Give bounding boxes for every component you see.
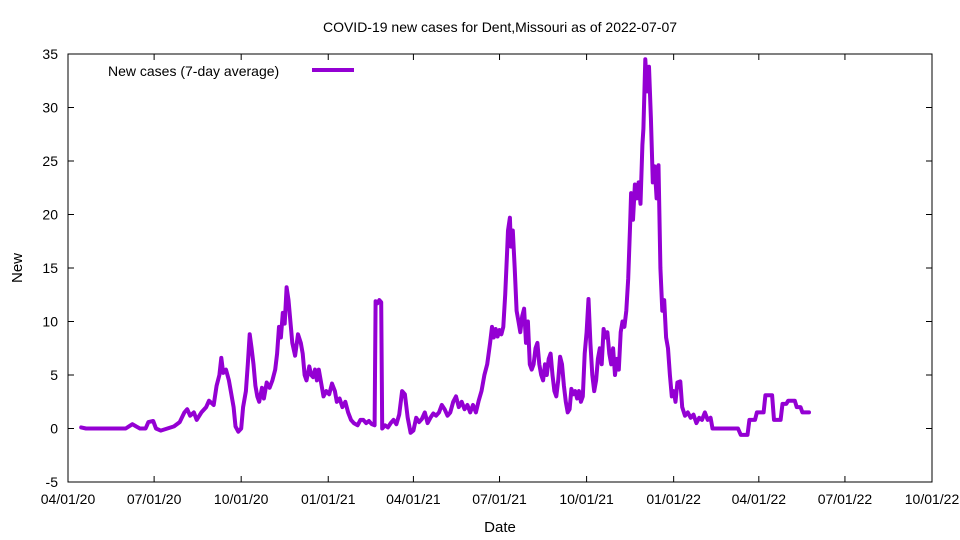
chart-title: COVID-19 new cases for Dent,Missouri as … (323, 19, 677, 35)
plot-frame (67, 53, 933, 483)
x-tick-label: 10/01/20 (214, 491, 269, 507)
x-tick-label: 04/01/21 (386, 491, 441, 507)
y-tick-label: 35 (42, 46, 58, 62)
y-tick-label: 5 (50, 367, 58, 383)
y-tick-label: 30 (42, 100, 58, 116)
y-tick-label: 25 (42, 153, 58, 169)
x-tick-label: 10/01/21 (559, 491, 614, 507)
x-tick-label: 10/01/22 (905, 491, 960, 507)
y-tick-label: 15 (42, 260, 58, 276)
x-tick-label: 01/01/22 (646, 491, 701, 507)
x-tick-label: 07/01/21 (472, 491, 527, 507)
y-tick-label: 20 (42, 207, 58, 223)
y-axis-label: New (9, 253, 26, 283)
axis-tick-labels: -5 0 5 10 15 20 25 30 35 04/01/20 07/01/20 10/01/20… (41, 46, 960, 507)
y-tick-label: -5 (46, 474, 59, 490)
x-tick-label: 07/01/20 (127, 491, 182, 507)
x-axis-label: Date (484, 519, 516, 536)
y-tick-label: 0 (50, 421, 58, 437)
x-tick-label: 07/01/22 (818, 491, 873, 507)
series-line-new-cases (79, 57, 811, 437)
legend: New cases (7-day average) (108, 63, 354, 79)
y-tick-label: 10 (42, 314, 58, 330)
x-tick-label: 04/01/22 (732, 491, 787, 507)
x-tick-label: 04/01/20 (41, 491, 96, 507)
x-tick-label: 01/01/21 (301, 491, 356, 507)
legend-label: New cases (7-day average) (108, 63, 279, 79)
